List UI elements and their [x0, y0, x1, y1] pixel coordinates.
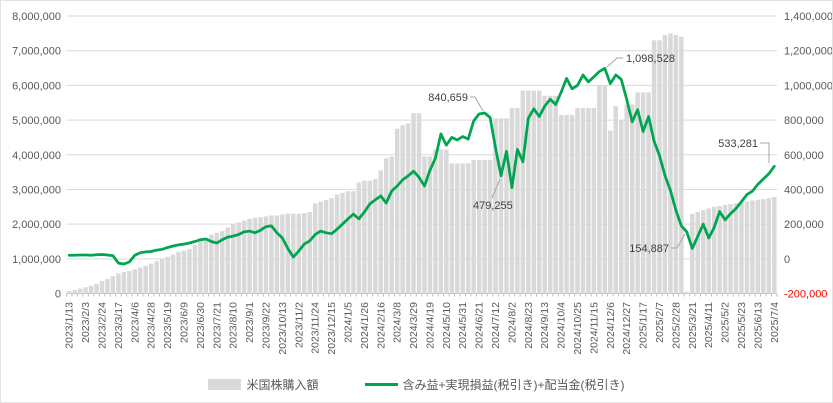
svg-text:533,281: 533,281 [718, 138, 758, 150]
svg-text:2023/4/28: 2023/4/28 [146, 302, 158, 349]
data-labels: 840,659 479,255 1,098,528 154,887 533,281 [428, 53, 770, 255]
svg-text:2024/3/8: 2024/3/8 [392, 302, 404, 343]
svg-text:2024/10/25: 2024/10/25 [572, 302, 584, 355]
svg-text:1,000,000: 1,000,000 [12, 254, 61, 266]
svg-text:400,000: 400,000 [784, 184, 824, 196]
svg-text:2025/6/13: 2025/6/13 [752, 302, 764, 349]
svg-text:600,000: 600,000 [784, 150, 824, 162]
svg-text:2024/12/6: 2024/12/6 [605, 302, 617, 349]
chart-legend: 米国株購入額 含み益+実現損益(税引き)+配当金(税引き) [1, 376, 832, 393]
svg-text:2024/1/26: 2024/1/26 [359, 302, 371, 349]
svg-text:200,000: 200,000 [784, 219, 824, 231]
svg-text:1,400,000: 1,400,000 [784, 11, 833, 23]
svg-text:8,000,000: 8,000,000 [12, 11, 61, 23]
svg-text:2025/1/17: 2025/1/17 [638, 302, 650, 349]
legend-label-gains: 含み益+実現損益(税引き)+配当金(税引き) [402, 378, 625, 392]
svg-text:2024/2/16: 2024/2/16 [375, 302, 387, 349]
svg-text:2025/2/7: 2025/2/7 [654, 302, 666, 343]
left-axis-labels: 0 1,000,000 2,000,000 3,000,000 4,000,000 5,0… [12, 11, 61, 301]
svg-text:3,000,000: 3,000,000 [12, 184, 61, 196]
svg-text:2025/5/23: 2025/5/23 [736, 302, 748, 349]
svg-text:2024/5/31: 2024/5/31 [457, 302, 469, 349]
svg-text:1,000,000: 1,000,000 [784, 80, 833, 92]
svg-text:2023/10/13: 2023/10/13 [277, 302, 289, 355]
svg-text:2024/6/21: 2024/6/21 [474, 302, 486, 349]
svg-text:-200,000: -200,000 [784, 289, 827, 301]
svg-text:2024/11/15: 2024/11/15 [588, 302, 600, 354]
svg-text:2023/9/22: 2023/9/22 [260, 302, 272, 349]
svg-text:1,098,528: 1,098,528 [626, 53, 675, 65]
svg-text:154,887: 154,887 [629, 243, 669, 255]
svg-text:2023/11/24: 2023/11/24 [310, 302, 322, 354]
svg-text:7,000,000: 7,000,000 [12, 46, 61, 58]
svg-text:2024/7/12: 2024/7/12 [490, 302, 502, 349]
svg-text:2024/5/10: 2024/5/10 [441, 302, 453, 349]
legend-label-purchases: 米国株購入額 [246, 378, 319, 392]
legend-item-purchases[interactable]: 米国株購入額 [208, 376, 319, 393]
svg-text:2025/5/2: 2025/5/2 [720, 302, 732, 343]
svg-text:2024/8/2: 2024/8/2 [506, 302, 518, 343]
svg-text:2023/6/30: 2023/6/30 [195, 302, 207, 349]
svg-text:2024/12/27: 2024/12/27 [621, 302, 633, 355]
x-axis-ticks [66, 293, 778, 297]
svg-text:2024/3/29: 2024/3/29 [408, 302, 420, 349]
bar-swatch-icon [208, 379, 242, 390]
svg-text:2023/3/17: 2023/3/17 [113, 302, 125, 349]
svg-text:479,255: 479,255 [473, 200, 513, 212]
svg-text:4,000,000: 4,000,000 [12, 150, 61, 162]
svg-text:5,000,000: 5,000,000 [12, 115, 61, 127]
svg-text:2024/10/4: 2024/10/4 [556, 302, 568, 349]
svg-text:800,000: 800,000 [784, 115, 824, 127]
svg-text:2023/11/2: 2023/11/2 [293, 302, 305, 348]
svg-text:2023/7/21: 2023/7/21 [211, 302, 223, 349]
svg-text:2023/9/1: 2023/9/1 [244, 302, 256, 343]
svg-text:2025/7/4: 2025/7/4 [769, 302, 781, 343]
svg-text:2024/1/5: 2024/1/5 [342, 302, 354, 343]
x-axis-labels: 2023/1/13 2023/2/3 2023/2/24 2023/3/17 2023/… [64, 302, 781, 355]
line-swatch-icon [364, 383, 398, 386]
gain-line [67, 66, 776, 266]
svg-text:2025/4/11: 2025/4/11 [703, 302, 715, 348]
svg-text:2,000,000: 2,000,000 [12, 219, 61, 231]
svg-text:2023/6/9: 2023/6/9 [179, 302, 191, 343]
svg-text:2025/2/28: 2025/2/28 [670, 302, 682, 349]
purchase-bars [66, 33, 777, 294]
svg-text:840,659: 840,659 [428, 92, 468, 104]
svg-text:2023/5/19: 2023/5/19 [162, 302, 174, 349]
svg-text:2025/3/21: 2025/3/21 [687, 302, 699, 349]
svg-text:2023/12/15: 2023/12/15 [326, 302, 338, 355]
svg-text:2023/2/24: 2023/2/24 [97, 302, 109, 349]
svg-text:2023/1/13: 2023/1/13 [64, 302, 76, 349]
right-axis-labels: -200,000 0 200,000 400,000 600,000 800,000 1,0… [784, 11, 833, 301]
svg-text:0: 0 [55, 289, 61, 301]
svg-text:1,200,000: 1,200,000 [784, 46, 833, 58]
svg-text:6,000,000: 6,000,000 [12, 80, 61, 92]
svg-text:2024/9/13: 2024/9/13 [539, 302, 551, 349]
legend-item-gains[interactable]: 含み益+実現損益(税引き)+配当金(税引き) [364, 376, 625, 393]
svg-text:0: 0 [784, 254, 790, 266]
svg-text:2023/8/10: 2023/8/10 [228, 302, 240, 349]
svg-text:2024/4/19: 2024/4/19 [424, 302, 436, 349]
svg-text:2023/4/6: 2023/4/6 [129, 302, 141, 343]
svg-text:2024/8/23: 2024/8/23 [523, 302, 535, 349]
svg-text:2023/2/3: 2023/2/3 [80, 302, 92, 343]
